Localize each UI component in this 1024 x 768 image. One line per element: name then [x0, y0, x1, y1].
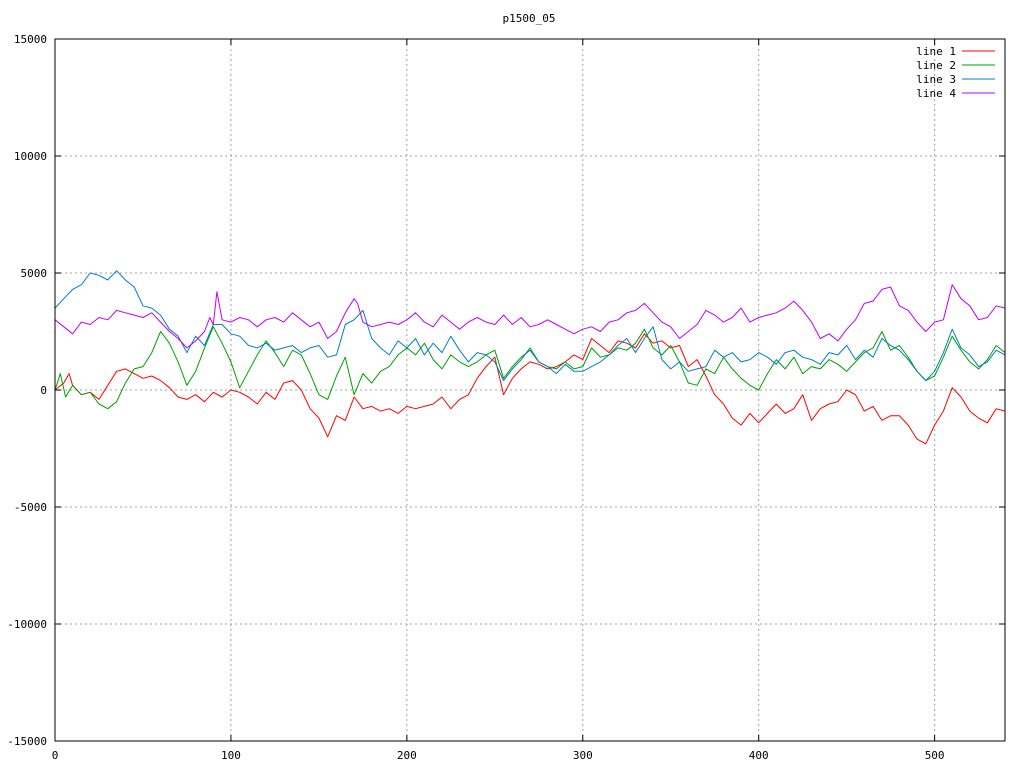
x-tick-label: 300	[573, 749, 593, 762]
series-lines	[54, 270, 1006, 445]
series-line-3	[54, 270, 1006, 382]
legend-label-1: line 1	[916, 45, 956, 58]
x-tick-label: 400	[749, 749, 769, 762]
y-tick-label: 5000	[21, 267, 48, 280]
legend-label-2: line 2	[916, 59, 956, 72]
series-line-4	[54, 284, 1006, 349]
series-line-1	[54, 333, 1006, 445]
chart-title: p1500_05	[503, 12, 556, 25]
y-tick-label: -5000	[14, 501, 47, 514]
legend-label-4: line 4	[916, 87, 956, 100]
legend-label-3: line 3	[916, 73, 956, 86]
y-tick-label: 10000	[14, 150, 47, 163]
grid	[55, 39, 1005, 741]
y-tick-label: -15000	[7, 735, 47, 748]
y-tick-label: -10000	[7, 618, 47, 631]
y-tick-label: 15000	[14, 33, 47, 46]
x-tick-label: 0	[52, 749, 59, 762]
y-tick-label: 0	[40, 384, 47, 397]
x-tick-label: 200	[397, 749, 417, 762]
axis-ticks: -15000 -10000 -5000 0 5000 10000 15000 0 100 200 3…	[7, 33, 1005, 762]
x-tick-label: 100	[221, 749, 241, 762]
x-tick-label: 500	[925, 749, 945, 762]
